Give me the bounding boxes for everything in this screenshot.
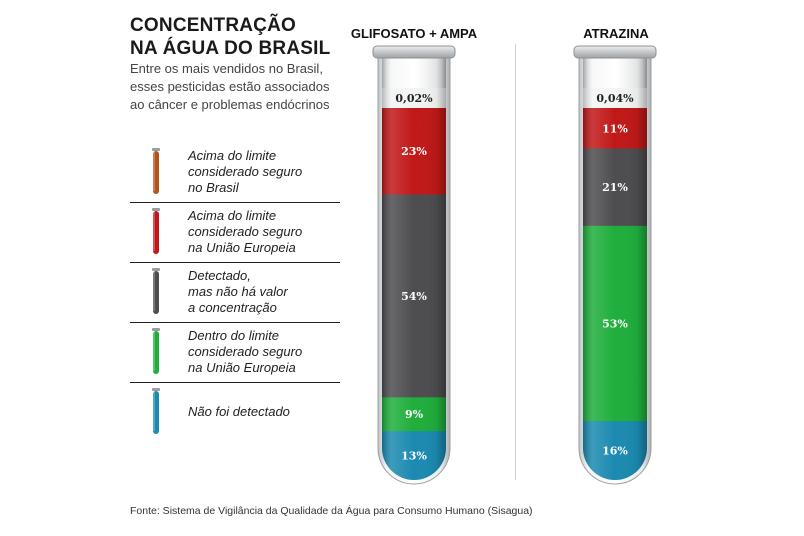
data-label-atrazina-3: 53%: [602, 317, 628, 330]
legend-label: Acima do limite considerado seguro no Bras…: [188, 148, 303, 195]
legend-label: Acima do limite considerado seguro na Uniã…: [188, 208, 303, 255]
column-divider: [515, 44, 516, 480]
title-line-2: NA ÁGUA DO BRASIL: [130, 38, 331, 59]
column-header-glifosato: GLIFOSATO + AMPA: [350, 26, 478, 41]
column-header-atrazina: ATRAZINA: [583, 26, 649, 41]
legend-label: Dentro do limite considerado seguro na Uni…: [188, 328, 303, 375]
legend-tube-icon: [152, 328, 160, 374]
data-label-atrazina-4: 16%: [602, 445, 628, 458]
legend-item: Não foi detectado: [130, 382, 340, 442]
subtitle: Entre os mais vendidos no Brasil, esses …: [130, 61, 330, 112]
data-label-atrazina-2: 21%: [602, 181, 628, 194]
data-label-glifosato-3: 9%: [405, 408, 424, 421]
legend-item: Detectado, mas não há valor a concentração: [130, 262, 340, 323]
tube-atrazina: 0,04% 11% 21% 53% 16%: [573, 45, 657, 485]
data-label-glifosato-0: 0,02%: [395, 92, 433, 105]
legend-tube-icon: [152, 388, 160, 434]
tube-rim: [573, 45, 657, 59]
legend-tube-icon: [152, 268, 160, 314]
legend-tube-icon: [152, 208, 160, 254]
tube-shine: [583, 58, 647, 480]
data-label-atrazina-0: 0,04%: [596, 92, 634, 105]
legend-label: Não foi detectado: [188, 404, 290, 419]
tube-shine: [382, 58, 446, 480]
page-title: CONCENTRAÇÃO NA ÁGUA DO BRASIL: [130, 14, 350, 60]
legend-label: Detectado, mas não há valor a concentração: [188, 268, 288, 315]
source-note: Fonte: Sistema de Vigilância da Qualidad…: [130, 505, 533, 517]
data-label-atrazina-1: 11%: [602, 122, 628, 135]
legend-item: Dentro do limite considerado seguro na Uni…: [130, 322, 340, 383]
legend-item: Acima do limite considerado seguro no Bras…: [130, 142, 340, 203]
tube-glifosato: 0,02% 23% 54% 9% 13%: [372, 45, 456, 485]
data-label-glifosato-4: 13%: [401, 450, 427, 463]
legend-item: Acima do limite considerado seguro na Uniã…: [130, 202, 340, 263]
legend-tube-icon: [152, 148, 160, 194]
title-line-1: CONCENTRAÇÃO: [130, 15, 297, 36]
data-label-glifosato-1: 23%: [401, 145, 427, 158]
tube-rim: [372, 45, 456, 59]
data-label-glifosato-2: 54%: [401, 290, 427, 303]
